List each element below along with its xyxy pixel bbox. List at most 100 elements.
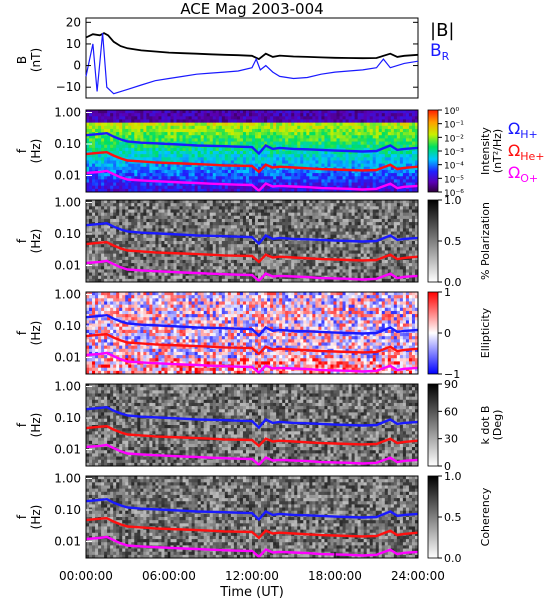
spectrogram-cell xyxy=(285,116,289,120)
spectrogram-cell xyxy=(230,125,235,130)
spectrogram-cell xyxy=(212,157,217,161)
spectrogram-cell xyxy=(128,218,132,223)
spectrogram-cell xyxy=(248,147,253,152)
spectrogram-cell xyxy=(245,212,250,217)
spectrogram-cell xyxy=(107,113,111,117)
spectrogram-cell xyxy=(354,151,359,155)
spectrogram-cell xyxy=(98,266,102,270)
spectrogram-cell xyxy=(345,113,349,117)
spectrogram-cell xyxy=(200,160,205,165)
spectrogram-cell xyxy=(276,228,280,232)
spectrogram-cell xyxy=(224,212,229,217)
spectrogram-cell xyxy=(279,263,283,267)
spectrogram-cell xyxy=(221,206,226,210)
spectrogram-cell xyxy=(194,269,199,273)
spectrogram-cell xyxy=(369,128,374,133)
spectrogram-cell xyxy=(116,182,120,187)
spectrogram-cell xyxy=(303,222,307,226)
spectrogram-cell xyxy=(122,209,126,214)
spectrogram-cell xyxy=(288,119,292,124)
spectrogram-cell xyxy=(101,234,105,239)
spectrogram-cell xyxy=(209,256,214,261)
spectrogram-cell xyxy=(176,200,180,204)
spectrogram-cell xyxy=(212,141,217,146)
spectrogram-cell xyxy=(200,119,205,124)
spectrogram-cell xyxy=(170,263,174,267)
spectrogram-cell xyxy=(92,231,96,236)
spectrogram-cell xyxy=(230,132,235,136)
spectrogram-cell xyxy=(354,185,359,190)
spectrogram-cell xyxy=(182,275,186,280)
spectrogram-cell xyxy=(98,253,102,258)
spectrogram-cell xyxy=(252,132,256,136)
spectrogram-cell xyxy=(390,128,395,133)
spectrogram-cell xyxy=(245,231,250,236)
spectrogram-cell xyxy=(261,179,265,183)
spectrogram-cell xyxy=(128,110,132,114)
spectrogram-cell xyxy=(221,215,226,220)
spectrogram-cell xyxy=(200,200,205,204)
spectrogram-cell xyxy=(137,166,141,171)
spectrogram-cell xyxy=(86,160,90,165)
spectrogram-cell xyxy=(372,188,377,193)
spectrogram-cell xyxy=(261,272,265,277)
spectrogram-cell xyxy=(297,241,301,245)
spectrogram-cell xyxy=(384,154,389,158)
spectrogram-cell xyxy=(227,259,232,264)
spectrogram-cell xyxy=(291,110,295,114)
spectrogram-cell xyxy=(279,176,283,180)
spectrogram-cell xyxy=(261,182,265,187)
spectrogram-cell xyxy=(185,151,190,155)
spectrogram-cell xyxy=(170,132,174,136)
spectrogram-cell xyxy=(134,253,138,258)
spectrogram-cell xyxy=(107,154,111,158)
spectrogram-cell xyxy=(158,259,162,264)
spectrogram-cell xyxy=(297,110,301,114)
spectrogram-cell xyxy=(206,247,211,251)
spectrogram-cell xyxy=(360,169,365,174)
spectrogram-cell xyxy=(288,215,292,220)
spectrogram-cell xyxy=(197,113,202,117)
spectrogram-cell xyxy=(179,259,183,264)
spectrogram-cell xyxy=(191,228,196,232)
spectrogram-cell xyxy=(128,250,132,255)
spectrogram-cell xyxy=(140,151,144,155)
spectrogram-cell xyxy=(384,116,389,120)
spectrogram-cell xyxy=(306,144,310,149)
spectrogram-cell xyxy=(95,278,99,283)
spectrogram-cell xyxy=(107,225,111,229)
spectrogram-cell xyxy=(188,225,193,229)
spectrogram-cell xyxy=(236,166,241,171)
spectrogram-cell xyxy=(378,132,383,136)
spectrogram-cell xyxy=(110,222,114,226)
spectrogram-cell xyxy=(122,278,126,283)
spectrogram-cell xyxy=(236,256,241,261)
spectrogram-cell xyxy=(194,275,199,280)
spectrogram-cell xyxy=(227,200,232,204)
spectrogram-cell xyxy=(224,125,229,130)
spectrogram-cell xyxy=(239,151,244,155)
spectrogram-cell xyxy=(414,113,419,117)
spectrogram-cell xyxy=(140,241,144,245)
spectrogram-cell xyxy=(110,125,114,130)
spectrogram-cell xyxy=(122,218,126,223)
spectrogram-cell xyxy=(248,269,253,273)
spectrogram-cell xyxy=(342,113,346,117)
spectrogram-cell xyxy=(101,247,105,251)
spectrogram-cell xyxy=(161,110,165,114)
spectrogram-cell xyxy=(104,206,108,210)
spectrogram-cell xyxy=(357,157,362,161)
spectrogram-cell xyxy=(345,116,349,120)
spectrogram-cell xyxy=(285,179,289,183)
spectrogram-cell xyxy=(342,154,346,158)
spectrogram-cell xyxy=(185,225,190,229)
spectrogram-cell xyxy=(291,266,295,270)
spectrogram-cell xyxy=(170,188,174,193)
spectrogram-cell xyxy=(188,176,193,180)
spectrogram-cell xyxy=(236,116,241,120)
spectrogram-cell xyxy=(119,144,123,149)
spectrogram-cell xyxy=(351,122,356,127)
spectrogram-cell xyxy=(164,138,168,142)
spectrogram-cell xyxy=(321,144,325,149)
